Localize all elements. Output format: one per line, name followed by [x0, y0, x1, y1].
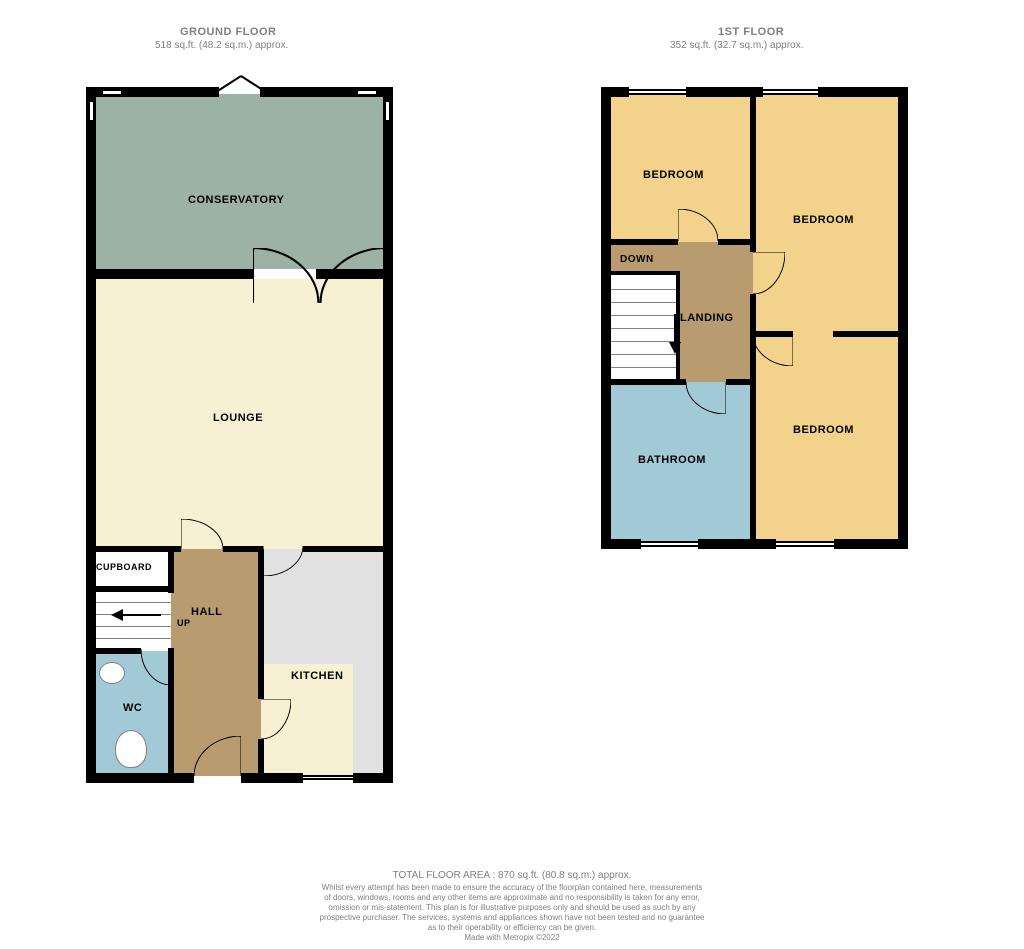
footer-total-area: TOTAL FLOOR AREA : 870 sq.ft. (80.8 sq.m… [0, 870, 1024, 883]
wall [258, 739, 264, 776]
wall [86, 546, 181, 552]
stair-tread [93, 638, 171, 639]
window-icon [90, 102, 93, 120]
wall [750, 94, 756, 252]
label-hall: HALL [191, 606, 222, 618]
door-arc-icon [141, 649, 171, 685]
footer-line: prospective purchaser. The services, sys… [0, 913, 1024, 923]
wall [833, 331, 901, 337]
window-icon [358, 91, 376, 94]
gable-icon [213, 74, 269, 98]
stair-tread [608, 289, 678, 290]
first-floor-subtitle: 352 sq.ft. (32.7 sq.m.) approx. [670, 40, 803, 51]
wall [898, 87, 908, 549]
wall [601, 539, 641, 549]
wall [93, 586, 174, 592]
stair-tread [93, 602, 171, 603]
door-arc-icon [753, 252, 785, 294]
up-arrow-icon [111, 608, 161, 622]
wc-basin-icon [99, 662, 125, 684]
footer-line: omission or mis-statement. This plan is … [0, 903, 1024, 913]
wall [601, 87, 611, 549]
first-floor-title: 1ST FLOOR [718, 26, 784, 38]
door-arc-icon [263, 546, 303, 576]
stair-tread [608, 302, 678, 303]
wall [258, 549, 264, 699]
wall [718, 239, 756, 245]
label-landing: LANDING [680, 312, 734, 324]
wall [608, 379, 686, 385]
wall [86, 773, 194, 783]
window-icon [103, 91, 121, 94]
wall [698, 539, 776, 549]
wall [383, 549, 393, 783]
wall [223, 546, 263, 552]
door-arc-icon [194, 736, 241, 776]
stair-tread [608, 354, 678, 355]
door-arc-icon [261, 699, 291, 739]
footer-line: of doors, windows, rooms and any other i… [0, 893, 1024, 903]
wall [383, 276, 393, 556]
label-bed-left: BEDROOM [643, 169, 704, 181]
wall [818, 87, 908, 97]
wall [86, 269, 253, 279]
footer-line: as to their operability or efficiency ca… [0, 923, 1024, 933]
door-arc-icon [678, 209, 718, 241]
first-floor-plan: BEDROOM BEDROOM DOWN LANDING BATHROOM BE… [608, 94, 901, 542]
label-bed-tr: BEDROOM [793, 214, 854, 226]
label-wc: WC [123, 702, 142, 714]
label-kitchen: KITCHEN [291, 670, 343, 682]
wall [353, 773, 393, 783]
label-cupboard: CUPBOARD [96, 562, 152, 572]
ground-floor-plan: CONSERVATORY LOUNGE CUPBOARD HALL UP WC … [93, 94, 386, 776]
footer-line: Whilst every attempt has been made to en… [0, 883, 1024, 893]
ground-floor-title: GROUND FLOOR [180, 26, 276, 38]
wall [93, 648, 141, 654]
label-bed-br: BEDROOM [793, 424, 854, 436]
wall [608, 239, 678, 245]
door-arc-icon [753, 334, 793, 366]
wall [86, 276, 96, 556]
door-arc-icon [181, 519, 223, 549]
ground-floor-subtitle: 518 sq.ft. (48.2 sq.m.) approx. [155, 40, 288, 51]
stair-tread [608, 367, 678, 368]
wall [303, 546, 393, 552]
label-up: UP [177, 618, 191, 628]
footer-block: TOTAL FLOOR AREA : 870 sq.ft. (80.8 sq.m… [0, 870, 1024, 943]
window-icon [386, 102, 389, 120]
wall [86, 549, 96, 783]
wall [676, 271, 680, 382]
wall [608, 271, 680, 275]
label-lounge: LOUNGE [213, 412, 263, 424]
label-conservatory: CONSERVATORY [188, 194, 284, 206]
label-bathroom: BATHROOM [638, 454, 706, 466]
door-arc-icon [253, 248, 386, 303]
wall [834, 539, 908, 549]
wall [726, 379, 756, 385]
stair-tread [93, 626, 171, 627]
kitchen-counter-2 [353, 664, 386, 776]
door-arc-icon [686, 382, 726, 414]
wc-toilet-icon [115, 730, 147, 768]
label-down: DOWN [620, 254, 654, 265]
footer-line: Made with Metropix ©2022 [0, 933, 1024, 943]
wall [241, 773, 303, 783]
room-conservatory [93, 94, 386, 269]
floorplan-stage: GROUND FLOOR 518 sq.ft. (48.2 sq.m.) app… [0, 0, 1024, 949]
